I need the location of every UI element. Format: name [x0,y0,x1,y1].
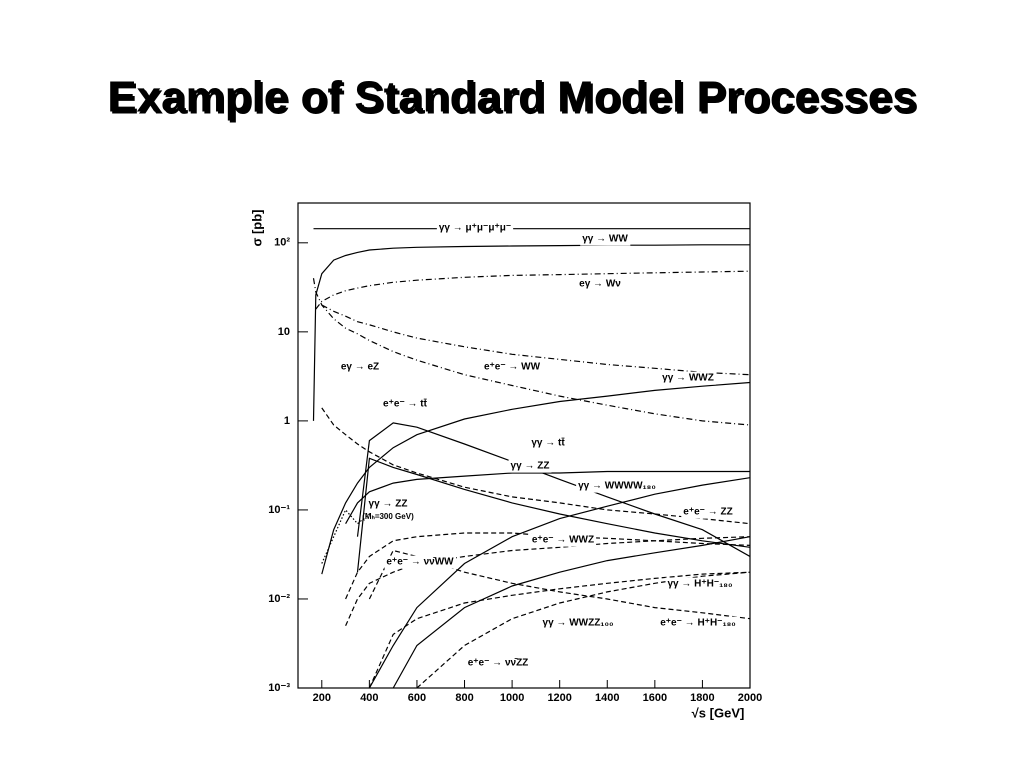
x-tick-label: 1800 [690,692,714,704]
curve-label: e⁺e⁻ → tt̄ [383,398,428,410]
label-background [540,616,616,630]
y-tick-label: 10⁻¹ [268,504,290,516]
x-tick-label: 800 [455,692,473,704]
x-tick-label: 200 [313,692,331,704]
series-line [312,278,750,426]
series-line [345,536,750,627]
label-background [436,221,514,235]
label-background [508,459,552,473]
label-background [577,277,624,291]
curve-label: γγ → WW [582,234,628,245]
y-tick-label: 10 [278,326,290,338]
y-tick-label: 10⁻³ [268,682,290,694]
x-tick-label: 2000 [738,692,762,704]
curve-label: γγ → tt̄ [531,437,565,449]
x-tick-label: 1200 [547,692,571,704]
label-background [366,497,410,511]
curve-label: e⁺e⁻ → H⁺H⁻₁₈₀ [660,618,736,629]
label-background [338,360,382,374]
label-background [384,555,457,569]
x-tick-label: 600 [408,692,426,704]
x-tick-label: 400 [360,692,378,704]
curve-label: e⁺e⁻ → WW [484,362,541,373]
curve-label: e⁺e⁻ → WWZ [532,535,594,546]
x-tick-label: 1000 [500,692,524,704]
y-tick-label: 1 [284,415,290,427]
label-background [681,505,735,519]
title-shadow: Example of Standard Model Processes [109,75,918,124]
curve-label: e⁺e⁻ → ZZ [683,507,732,518]
series-line [321,304,750,376]
y-tick-label: 10⁻² [268,593,290,605]
series-line [368,571,750,688]
label-background [381,396,430,411]
plot-frame [297,202,751,689]
x-tick-label: 1400 [595,692,619,704]
label-background [580,232,631,246]
label-background [658,616,738,630]
label-background [665,577,735,591]
x-tick-label: 1600 [643,692,667,704]
series-line [315,270,750,310]
curve-label: γγ → μ⁺μ⁻μ⁺μ⁻ [439,223,511,234]
y-axis-label: σ [pb] [249,209,264,246]
curve-label: γγ → ZZ [511,461,550,472]
series-line [368,549,750,620]
series-line [321,381,750,575]
series-line [345,470,750,524]
series-line [392,536,750,688]
label-background [465,656,531,670]
curve-label: γγ → WWWW₁₈₀ [578,481,656,492]
label-background [660,371,716,385]
y-tick-label: 10² [274,237,290,249]
series-line [416,571,750,688]
series-line [345,532,750,600]
curve-label: γγ → WWZ [662,373,714,384]
curve-label: γγ → WWZZ₁₀₀ [543,618,614,629]
x-axis-label: √s [GeV] [692,705,745,720]
curve-label: e⁺e⁻ → νν̄WW [386,557,454,568]
label-background [529,533,597,547]
label-background [481,360,543,374]
label-background [529,435,568,450]
curve-label: γγ → H⁺H⁻₁₈₀ [667,579,732,590]
curve-label: eγ → Wν [579,279,621,290]
label-background [576,479,658,493]
series-line [321,508,370,564]
series-line [356,457,750,573]
curve-note: (Mₕ=300 GeV) [362,512,414,521]
curve-label: γγ → ZZ [369,499,408,510]
curve-label: e⁺e⁻ → νν̄ZZ [468,658,529,669]
series-line [312,244,750,421]
slide-title: Example of Standard Model Processes [107,73,916,122]
curve-label: eγ → eZ [341,362,379,373]
